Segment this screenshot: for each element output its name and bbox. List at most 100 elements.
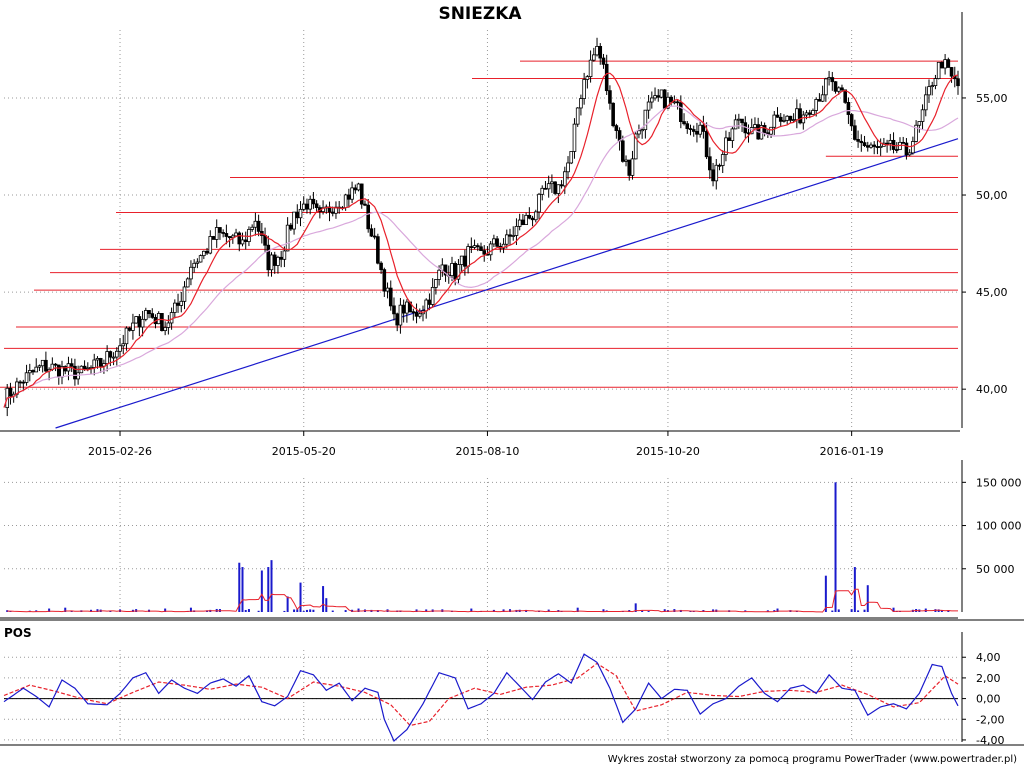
candle-body — [131, 322, 135, 331]
volume-bar — [293, 609, 296, 612]
volume-bar — [48, 608, 51, 612]
candle-body — [588, 59, 593, 78]
candle-body — [869, 144, 873, 148]
candle-body — [582, 79, 586, 99]
candle-body — [211, 236, 216, 240]
candle-body — [330, 211, 335, 214]
candle-body — [840, 87, 844, 91]
candle-body — [946, 59, 951, 68]
volume-bar — [267, 567, 270, 612]
volume-bar — [241, 567, 244, 612]
candle-body — [385, 287, 390, 292]
candle-body — [788, 115, 793, 121]
candle-body — [24, 372, 29, 383]
volume-bar — [309, 609, 312, 612]
volume-bar — [322, 586, 325, 612]
candle-body — [846, 101, 851, 115]
candle-body — [875, 146, 880, 148]
candle-body — [646, 101, 651, 111]
candle-body — [27, 370, 32, 374]
candle-body — [659, 89, 664, 98]
candle-body — [517, 219, 522, 227]
candle-body — [376, 236, 380, 264]
price-ytick-label: 40,00 — [976, 383, 1008, 396]
volume-bar — [857, 610, 860, 612]
pos-signal-line — [3, 662, 959, 727]
candle-body — [804, 112, 809, 116]
volume-bar — [773, 610, 776, 612]
candle-body — [85, 367, 90, 370]
volume-bar — [470, 608, 473, 612]
candle-body — [353, 187, 358, 191]
candle-body — [37, 365, 42, 368]
candle-body — [443, 264, 448, 276]
x-tick-label: 2016-01-19 — [820, 445, 884, 458]
candle-body — [856, 139, 860, 142]
pos-panel: POS 4,00 2,00 0,00 -2,00 -4,00 — [0, 626, 1024, 747]
candle-body — [675, 101, 680, 104]
candle-body — [40, 359, 45, 367]
candle-body — [727, 137, 731, 141]
price-ytick-label: 50,00 — [976, 189, 1008, 202]
volume-ytick-label: 50 000 — [976, 563, 1015, 576]
candle-body — [450, 263, 454, 277]
candle-body — [907, 152, 912, 156]
candle-body — [53, 363, 58, 366]
candle-body — [366, 204, 370, 230]
candle-body — [115, 350, 119, 358]
candle-body — [234, 232, 238, 237]
candle-body — [562, 171, 567, 187]
candle-body — [208, 236, 213, 254]
candle-body — [301, 203, 306, 210]
candle-body — [930, 85, 935, 88]
trend-line — [55, 138, 959, 429]
candle-body — [369, 228, 374, 237]
candle-body — [733, 119, 738, 130]
candle-body — [401, 304, 406, 314]
candle-body — [724, 137, 728, 155]
candle-body — [282, 250, 287, 260]
volume-bar — [415, 609, 418, 612]
candle-body — [105, 351, 109, 364]
candle-body — [550, 181, 554, 185]
candle-body — [836, 87, 841, 92]
candle-body — [414, 311, 419, 317]
candle-body — [214, 227, 219, 240]
candle-body — [701, 124, 706, 132]
candle-body — [269, 254, 274, 271]
candle-body — [637, 130, 641, 135]
candle-body — [144, 310, 148, 320]
candle-body — [137, 316, 142, 328]
volume-bar — [947, 610, 950, 612]
candle-body — [202, 250, 206, 257]
candle-body — [859, 140, 864, 144]
candle-body — [904, 142, 909, 156]
price-panel: 40,00 45,00 50,00 55,00 2015-02-26 2015-05-20… — [0, 12, 1008, 458]
candle-body — [820, 94, 825, 102]
candle-body — [543, 187, 548, 190]
candle-body — [150, 313, 155, 318]
candle-body — [34, 366, 39, 373]
candle-body — [308, 198, 312, 210]
candle-body — [411, 311, 416, 314]
pos-ytick-label: 0,00 — [976, 693, 1001, 706]
candle-body — [163, 327, 167, 332]
candle-body — [173, 302, 177, 313]
volume-average-line — [7, 588, 958, 613]
candle-body — [205, 250, 209, 254]
candle-body — [98, 358, 103, 367]
candle-body — [292, 211, 296, 230]
candle-body — [682, 121, 686, 125]
candle-body — [666, 96, 670, 109]
candle-body — [772, 114, 777, 128]
x-tick-label: 2015-10-20 — [636, 445, 700, 458]
candle-body — [695, 131, 699, 135]
volume-bar — [602, 609, 605, 612]
candle-body — [237, 232, 242, 245]
candle-body — [775, 114, 780, 118]
candle-body — [888, 139, 893, 144]
candle-body — [334, 206, 338, 214]
candle-body — [598, 45, 603, 59]
candle-body — [285, 224, 290, 252]
candle-body — [740, 118, 744, 124]
